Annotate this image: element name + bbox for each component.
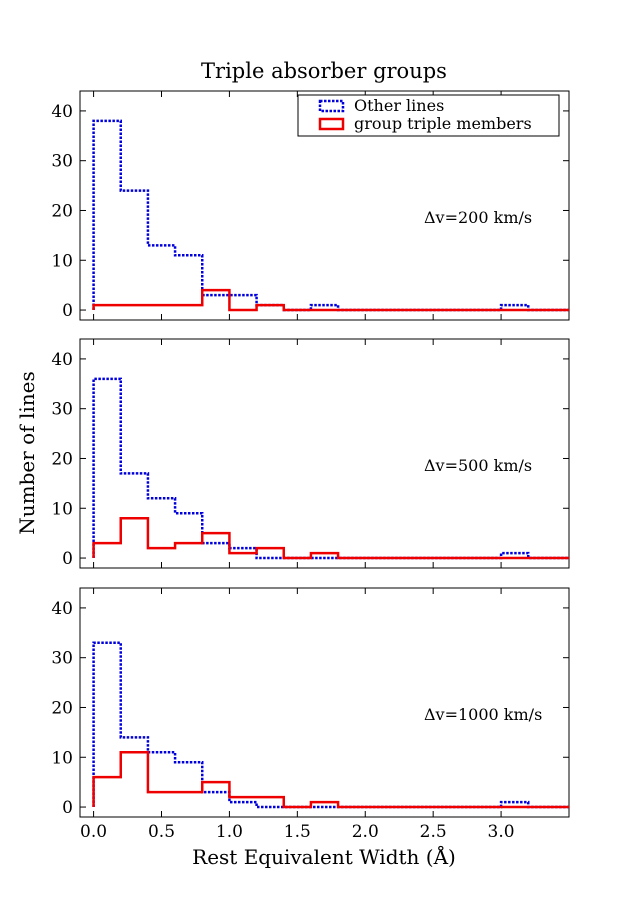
panel-annotation: Δv=1000 km/s	[424, 705, 542, 724]
y-tick-label: 20	[51, 698, 73, 718]
x-tick-label: 0.0	[80, 822, 107, 842]
y-tick-label: 40	[51, 350, 73, 370]
x-tick-label: 1.5	[284, 822, 311, 842]
series-group-triple-members	[92, 751, 569, 809]
y-tick-label: 20	[51, 449, 73, 469]
panel-annotation: Δv=500 km/s	[424, 456, 532, 475]
x-tick-label: 0.5	[148, 822, 175, 842]
x-tick-label: 3.0	[488, 822, 515, 842]
y-tick-label: 30	[51, 649, 73, 669]
series-group-triple-members	[92, 288, 569, 312]
x-axis-label: Rest Equivalent Width (Å)	[192, 844, 456, 869]
y-tick-label: 10	[51, 251, 73, 271]
x-tick-label: 2.0	[352, 822, 379, 842]
series-other-lines	[92, 377, 569, 560]
series-group-triple-members	[92, 516, 569, 560]
y-tick-label: 0	[62, 549, 73, 569]
y-tick-label: 40	[51, 102, 73, 122]
panel-frame	[79, 90, 570, 321]
y-tick-label: 40	[51, 599, 73, 619]
y-tick-label: 10	[51, 499, 73, 519]
panel-1: 0 10 20 30 40 Δv=200 km/s	[51, 90, 570, 321]
x-tick-label: 1.0	[216, 822, 243, 842]
panels-group: 0 10 20 30 40 Δv=200 km/s 0 10 20 30 40 Δv=500 km/s…	[51, 90, 570, 842]
y-axis-label: Number of lines	[15, 371, 39, 534]
panel-annotation: Δv=200 km/s	[424, 208, 532, 227]
panel-frame	[79, 338, 570, 569]
panel-frame	[79, 587, 570, 818]
y-tick-label: 30	[51, 400, 73, 420]
y-tick-label: 0	[62, 301, 73, 321]
panel-2: 0 10 20 30 40 Δv=500 km/s	[51, 338, 570, 569]
y-tick-label: 30	[51, 152, 73, 172]
y-tick-label: 10	[51, 748, 73, 768]
legend-label-group-triple-members: group triple members	[354, 114, 532, 133]
series-other-lines	[92, 641, 569, 809]
x-tick-label: 2.5	[420, 822, 447, 842]
y-tick-label: 20	[51, 201, 73, 221]
y-tick-label: 0	[62, 798, 73, 818]
chart-title: Triple absorber groups	[201, 59, 447, 83]
legend-swatch-group-triple-members	[318, 117, 345, 131]
legend-swatch-other-lines	[318, 99, 345, 113]
legend-label-other-lines: Other lines	[354, 96, 444, 115]
panel-3: 0 10 20 30 40 0.0 0.5 1.0 1.5 2.0 2.5 3.0 Δv=1000 km…	[51, 587, 570, 842]
